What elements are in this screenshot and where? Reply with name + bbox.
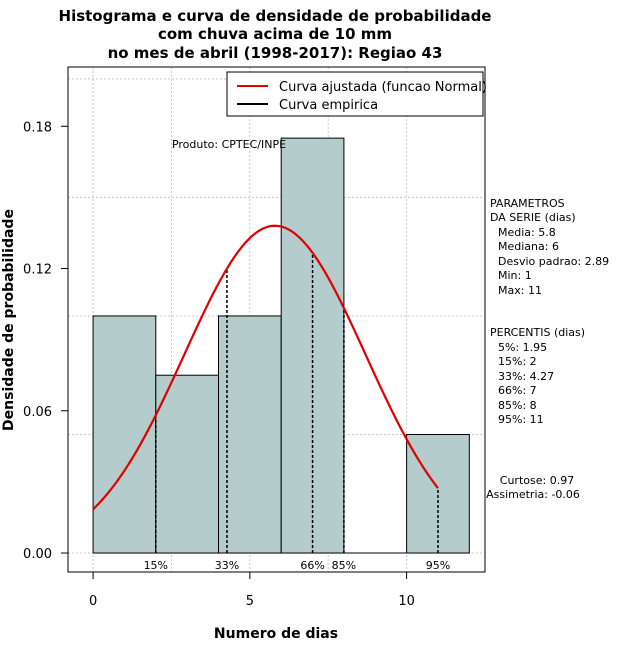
percentile-label-2: 66%: [300, 559, 324, 572]
percentile-label-4: 95%: [426, 559, 450, 572]
parametros-header-1: PARAMETROS: [490, 197, 565, 210]
percentile-label-0: 15%: [144, 559, 168, 572]
legend-label-normal: Curva ajustada (funcao Normal): [279, 80, 487, 95]
x-axis-ticks: 0 5 10: [89, 572, 415, 609]
y-tick-label-3: 0.18: [23, 120, 52, 135]
normal-curve-group: [92, 224, 439, 511]
parametros-desvio: Desvio padrao: 2.89: [498, 255, 609, 268]
curtose-label: Curtose: 0.97: [500, 474, 574, 487]
percentis-85: 85%: 8: [498, 399, 537, 412]
assimetria-label: Assimetria: -0.06: [486, 488, 580, 501]
y-tick-label-0: 0.00: [23, 547, 52, 562]
percentis-15: 15%: 2: [498, 355, 537, 368]
percentile-label-3: 85%: [332, 559, 356, 572]
shape-stats: Curtose: 0.97 Assimetria: -0.06: [486, 474, 580, 501]
percentis-5: 5%: 1.95: [498, 341, 547, 354]
x-axis-label: Numero de dias: [214, 626, 338, 642]
legend: Curva ajustada (funcao Normal) Curva emp…: [226, 71, 487, 117]
x-tick-label-0: 0: [89, 594, 97, 609]
percentis-33: 33%: 4.27: [498, 370, 554, 383]
x-tick-label-2: 10: [398, 594, 415, 609]
percentis-66: 66%: 7: [498, 384, 537, 397]
parametros-min: Min: 1: [498, 269, 532, 282]
chart-title-line-3: no mes de abril (1998-2017): Regiao 43: [108, 44, 443, 62]
percentile-labels: 15% 33% 66% 85% 95%: [144, 559, 451, 572]
parametros-mediana: Mediana: 6: [498, 240, 559, 253]
chart-title-line-2: com chuva acima de 10 mm: [158, 25, 392, 43]
parametros-media: Media: 5.8: [498, 226, 556, 239]
parametros-max: Max: 11: [498, 284, 542, 297]
chart-title-line-1: Histograma e curva de densidade de proba…: [59, 7, 492, 25]
histogram-bar-5: [406, 433, 470, 554]
percentis-header: PERCENTIS (dias): [490, 326, 585, 339]
y-tick-label-2: 0.12: [23, 263, 52, 278]
parametros-header-2: DA SERIE (dias): [490, 211, 576, 224]
normal-curve: [92, 224, 439, 511]
y-tick-label-1: 0.06: [23, 405, 52, 420]
y-axis-label: Densidade de probabilidade: [1, 209, 17, 431]
percentis-block: PERCENTIS (dias) 5%: 1.95 15%: 2 33%: 4.…: [490, 326, 585, 426]
percentile-lines: [155, 252, 439, 554]
histogram-bar-1: [155, 374, 219, 554]
plot-frame: [67, 66, 486, 573]
histogram-bar-2: [217, 315, 282, 554]
y-axis-ticks: 0.00 0.06 0.12 0.18: [23, 120, 68, 562]
legend-label-empirical: Curva empirica: [279, 98, 378, 113]
legend-box: [226, 71, 484, 117]
product-annotation: Produto: CPTEC/INPE: [172, 138, 286, 151]
percentile-label-1: 33%: [215, 559, 239, 572]
histogram-bars: [92, 137, 470, 554]
percentis-95: 95%: 11: [498, 413, 544, 426]
x-tick-label-1: 5: [246, 594, 254, 609]
series-parameters: PARAMETROS DA SERIE (dias) Media: 5.8 Me…: [490, 197, 609, 297]
